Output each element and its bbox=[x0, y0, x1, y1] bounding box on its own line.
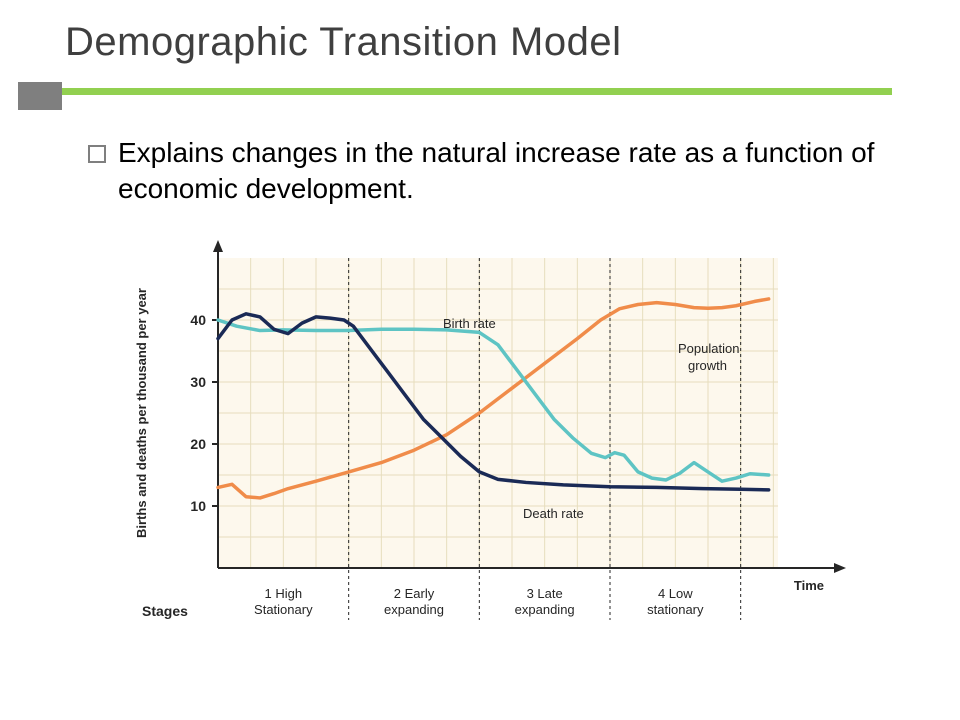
svg-text:stationary: stationary bbox=[647, 602, 704, 617]
bullet-text: Explains changes in the natural increase… bbox=[118, 135, 888, 208]
svg-text:4 Low: 4 Low bbox=[658, 586, 693, 601]
bullet-region: Explains changes in the natural increase… bbox=[88, 135, 888, 208]
svg-text:40: 40 bbox=[190, 312, 206, 328]
svg-text:expanding: expanding bbox=[384, 602, 444, 617]
svg-text:30: 30 bbox=[190, 374, 206, 390]
accent-block bbox=[18, 82, 62, 110]
accent-line bbox=[62, 88, 892, 95]
svg-text:Population: Population bbox=[678, 341, 739, 356]
svg-text:Stages: Stages bbox=[142, 603, 188, 619]
svg-text:Death rate: Death rate bbox=[523, 506, 584, 521]
slide-title-region: Demographic Transition Model bbox=[65, 20, 621, 65]
bullet-icon bbox=[88, 145, 106, 163]
svg-text:Time: Time bbox=[794, 578, 824, 593]
svg-text:Births and deaths per thousand: Births and deaths per thousand per year bbox=[134, 288, 149, 538]
svg-text:20: 20 bbox=[190, 436, 206, 452]
svg-text:10: 10 bbox=[190, 498, 206, 514]
svg-text:expanding: expanding bbox=[515, 602, 575, 617]
chart-svg: 10 20 30 40 Births and deaths per thousand p… bbox=[120, 240, 860, 670]
slide-title: Demographic Transition Model bbox=[65, 20, 621, 65]
svg-text:1 High: 1 High bbox=[265, 586, 303, 601]
svg-text:2 Early: 2 Early bbox=[394, 586, 435, 601]
chart: 10 20 30 40 Births and deaths per thousand p… bbox=[120, 240, 860, 675]
svg-text:growth: growth bbox=[688, 358, 727, 373]
svg-text:3 Late: 3 Late bbox=[527, 586, 563, 601]
svg-text:Birth rate: Birth rate bbox=[443, 316, 496, 331]
svg-text:Stationary: Stationary bbox=[254, 602, 313, 617]
